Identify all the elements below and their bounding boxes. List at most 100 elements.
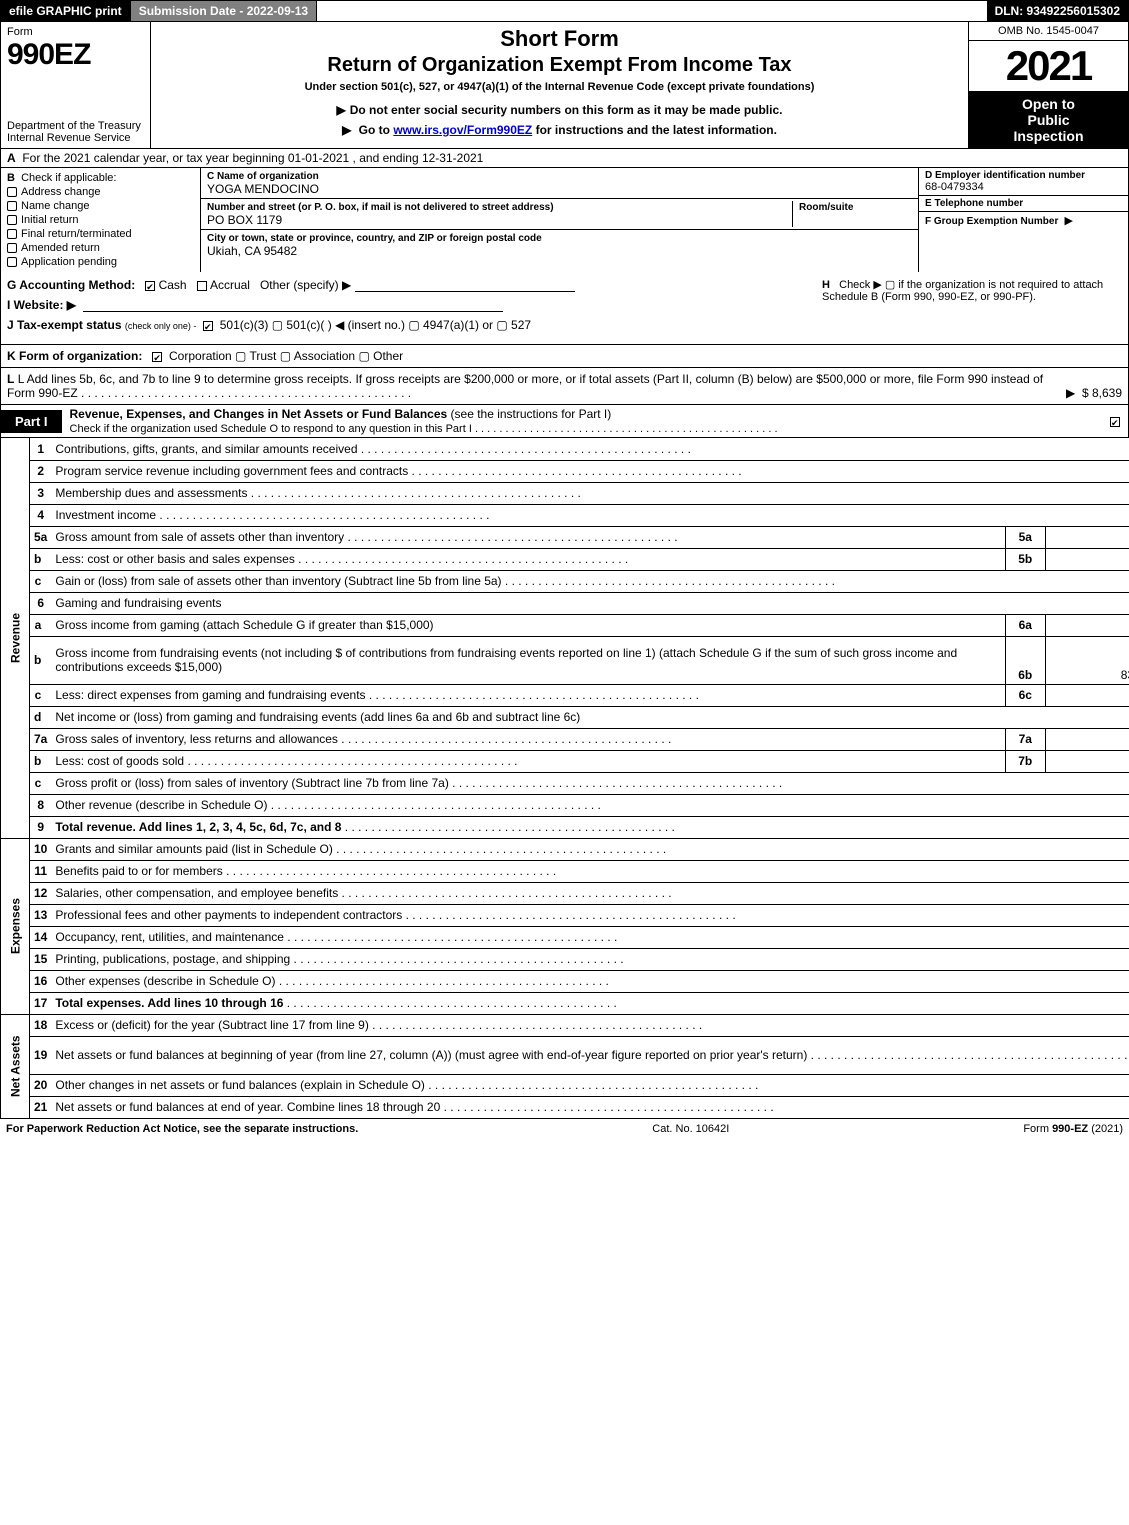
inspection-line3: Inspection (973, 128, 1124, 144)
part-1-title-suffix: (see the instructions for Part I) (447, 407, 611, 421)
k-label: K Form of organization: (7, 349, 142, 363)
street-value: PO BOX 1179 (207, 213, 282, 227)
section-k: K Form of organization: Corporation ▢ Tr… (0, 345, 1129, 368)
chk-name-change[interactable]: Name change (7, 200, 194, 212)
table-row: 2 Program service revenue including gove… (1, 460, 1129, 482)
checkbox-checked-icon[interactable] (203, 321, 213, 331)
line-desc: Net assets or fund balances at beginning… (55, 1048, 807, 1062)
line-num: 8 (30, 794, 52, 816)
section-h: H Check ▶ ▢ if the organization is not r… (822, 278, 1122, 303)
line-desc: Other changes in net assets or fund bala… (55, 1078, 425, 1092)
website-field[interactable] (83, 298, 503, 312)
ein-value: 68-0479334 (925, 181, 1122, 193)
inner-num: 6c (1005, 684, 1045, 706)
line-desc: Membership dues and assessments (55, 486, 247, 500)
arrow-icon: ▶ (336, 103, 345, 117)
table-row: Revenue 1 Contributions, gifts, grants, … (1, 438, 1129, 460)
line-desc: Excess or (deficit) for the year (Subtra… (55, 1018, 368, 1032)
checkbox-icon[interactable] (197, 281, 207, 291)
under-section-text: Under section 501(c), 527, or 4947(a)(1)… (159, 81, 960, 93)
footer-right-bold: 990-EZ (1052, 1123, 1088, 1135)
footer-right-pre: Form (1023, 1123, 1052, 1135)
inspection-line2: Public (973, 112, 1124, 128)
k-opts: Corporation ▢ Trust ▢ Association ▢ Othe… (169, 349, 403, 363)
line-num: 12 (30, 882, 52, 904)
line-num: 15 (30, 948, 52, 970)
line-desc: Professional fees and other payments to … (55, 908, 402, 922)
line-num: 11 (30, 860, 52, 882)
dln-label: DLN: 93492256015302 (987, 1, 1128, 21)
table-row: 19 Net assets or fund balances at beginn… (1, 1036, 1129, 1074)
arrow-icon: ▶ (1066, 386, 1075, 400)
part-1-check-text: Check if the organization used Schedule … (70, 423, 472, 435)
line-desc: Gross income from fundraising events (no… (55, 646, 957, 674)
inner-val (1045, 684, 1129, 706)
chk-label: Application pending (21, 256, 117, 268)
line-desc: Grants and similar amounts paid (list in… (55, 842, 332, 856)
irs-link[interactable]: www.irs.gov/Form990EZ (393, 123, 532, 137)
line-desc: Contributions, gifts, grants, and simila… (55, 442, 357, 456)
inner-num: 5b (1005, 548, 1045, 570)
part-1-end-checkbox[interactable] (1110, 414, 1128, 428)
top-bar: efile GRAPHIC print Submission Date - 20… (0, 0, 1129, 22)
footer-right-post: (2021) (1088, 1123, 1123, 1135)
goto-notice: ▶ Go to www.irs.gov/Form990EZ for instru… (159, 123, 960, 137)
table-row: d Net income or (loss) from gaming and f… (1, 706, 1129, 728)
department-label: Department of the Treasury Internal Reve… (7, 120, 144, 144)
line-desc: Gross sales of inventory, less returns a… (55, 732, 338, 746)
checkbox-icon (7, 229, 17, 239)
line-desc: Other expenses (describe in Schedule O) (55, 974, 275, 988)
line-desc: Less: cost or other basis and sales expe… (55, 552, 294, 566)
checkbox-checked-icon[interactable] (152, 352, 162, 362)
chk-amended-return[interactable]: Amended return (7, 242, 194, 254)
inner-num: 6a (1005, 614, 1045, 636)
j-sub: (check only one) - (125, 321, 197, 331)
chk-initial-return[interactable]: Initial return (7, 214, 194, 226)
line-num: 19 (30, 1036, 52, 1074)
street-row: Number and street (or P. O. box, if mail… (201, 199, 918, 230)
org-name-label: C Name of organization (207, 171, 319, 182)
chk-address-change[interactable]: Address change (7, 186, 194, 198)
group-exemption-label: F Group Exemption Number (925, 216, 1058, 227)
chk-application-pending[interactable]: Application pending (7, 256, 194, 268)
part-1-header: Part I Revenue, Expenses, and Changes in… (0, 405, 1129, 438)
line-num: 5a (30, 526, 52, 548)
line-num: 2 (30, 460, 52, 482)
g-cash: Cash (159, 278, 187, 292)
chk-final-return[interactable]: Final return/terminated (7, 228, 194, 240)
goto-post: for instructions and the latest informat… (532, 123, 777, 137)
goto-pre: Go to (359, 123, 394, 137)
line-desc: Total revenue. Add lines 1, 2, 3, 4, 5c,… (55, 820, 341, 834)
checkbox-icon (7, 215, 17, 225)
column-b: B Check if applicable: Address change Na… (1, 168, 201, 272)
table-row: 16 Other expenses (describe in Schedule … (1, 970, 1129, 992)
line-desc: Investment income (55, 508, 156, 522)
part-1-tab: Part I (1, 410, 62, 433)
checkbox-checked-icon[interactable] (145, 281, 155, 291)
table-row: Expenses 10 Grants and similar amounts p… (1, 838, 1129, 860)
chk-label: Initial return (21, 214, 78, 226)
table-row: 9 Total revenue. Add lines 1, 2, 3, 4, 5… (1, 816, 1129, 838)
line-desc: Gross profit or (loss) from sales of inv… (55, 776, 448, 790)
ein-cell: D Employer identification number 68-0479… (919, 168, 1128, 196)
page-footer: For Paperwork Reduction Act Notice, see … (0, 1119, 1129, 1139)
info-grid: B Check if applicable: Address change Na… (0, 168, 1129, 272)
l-dots (81, 386, 411, 400)
footer-left: For Paperwork Reduction Act Notice, see … (6, 1123, 358, 1135)
chk-label: Final return/terminated (21, 228, 132, 240)
table-row: b Less: cost of goods sold 7b (1, 750, 1129, 772)
line-num: 3 (30, 482, 52, 504)
g-other-field[interactable] (355, 278, 575, 292)
efile-label: efile GRAPHIC print (1, 1, 130, 21)
inner-val (1045, 728, 1129, 750)
inner-val (1045, 526, 1129, 548)
line-desc: Gross income from gaming (attach Schedul… (55, 618, 433, 632)
line-num: 14 (30, 926, 52, 948)
inner-num: 7b (1005, 750, 1045, 772)
line-num: a (30, 614, 52, 636)
line-num: c (30, 684, 52, 706)
header-right: OMB No. 1545-0047 2021 Open to Public In… (968, 22, 1128, 148)
arrow-icon: ▶ (1064, 215, 1072, 227)
line-num: d (30, 706, 52, 728)
street-cell: Number and street (or P. O. box, if mail… (207, 201, 792, 227)
